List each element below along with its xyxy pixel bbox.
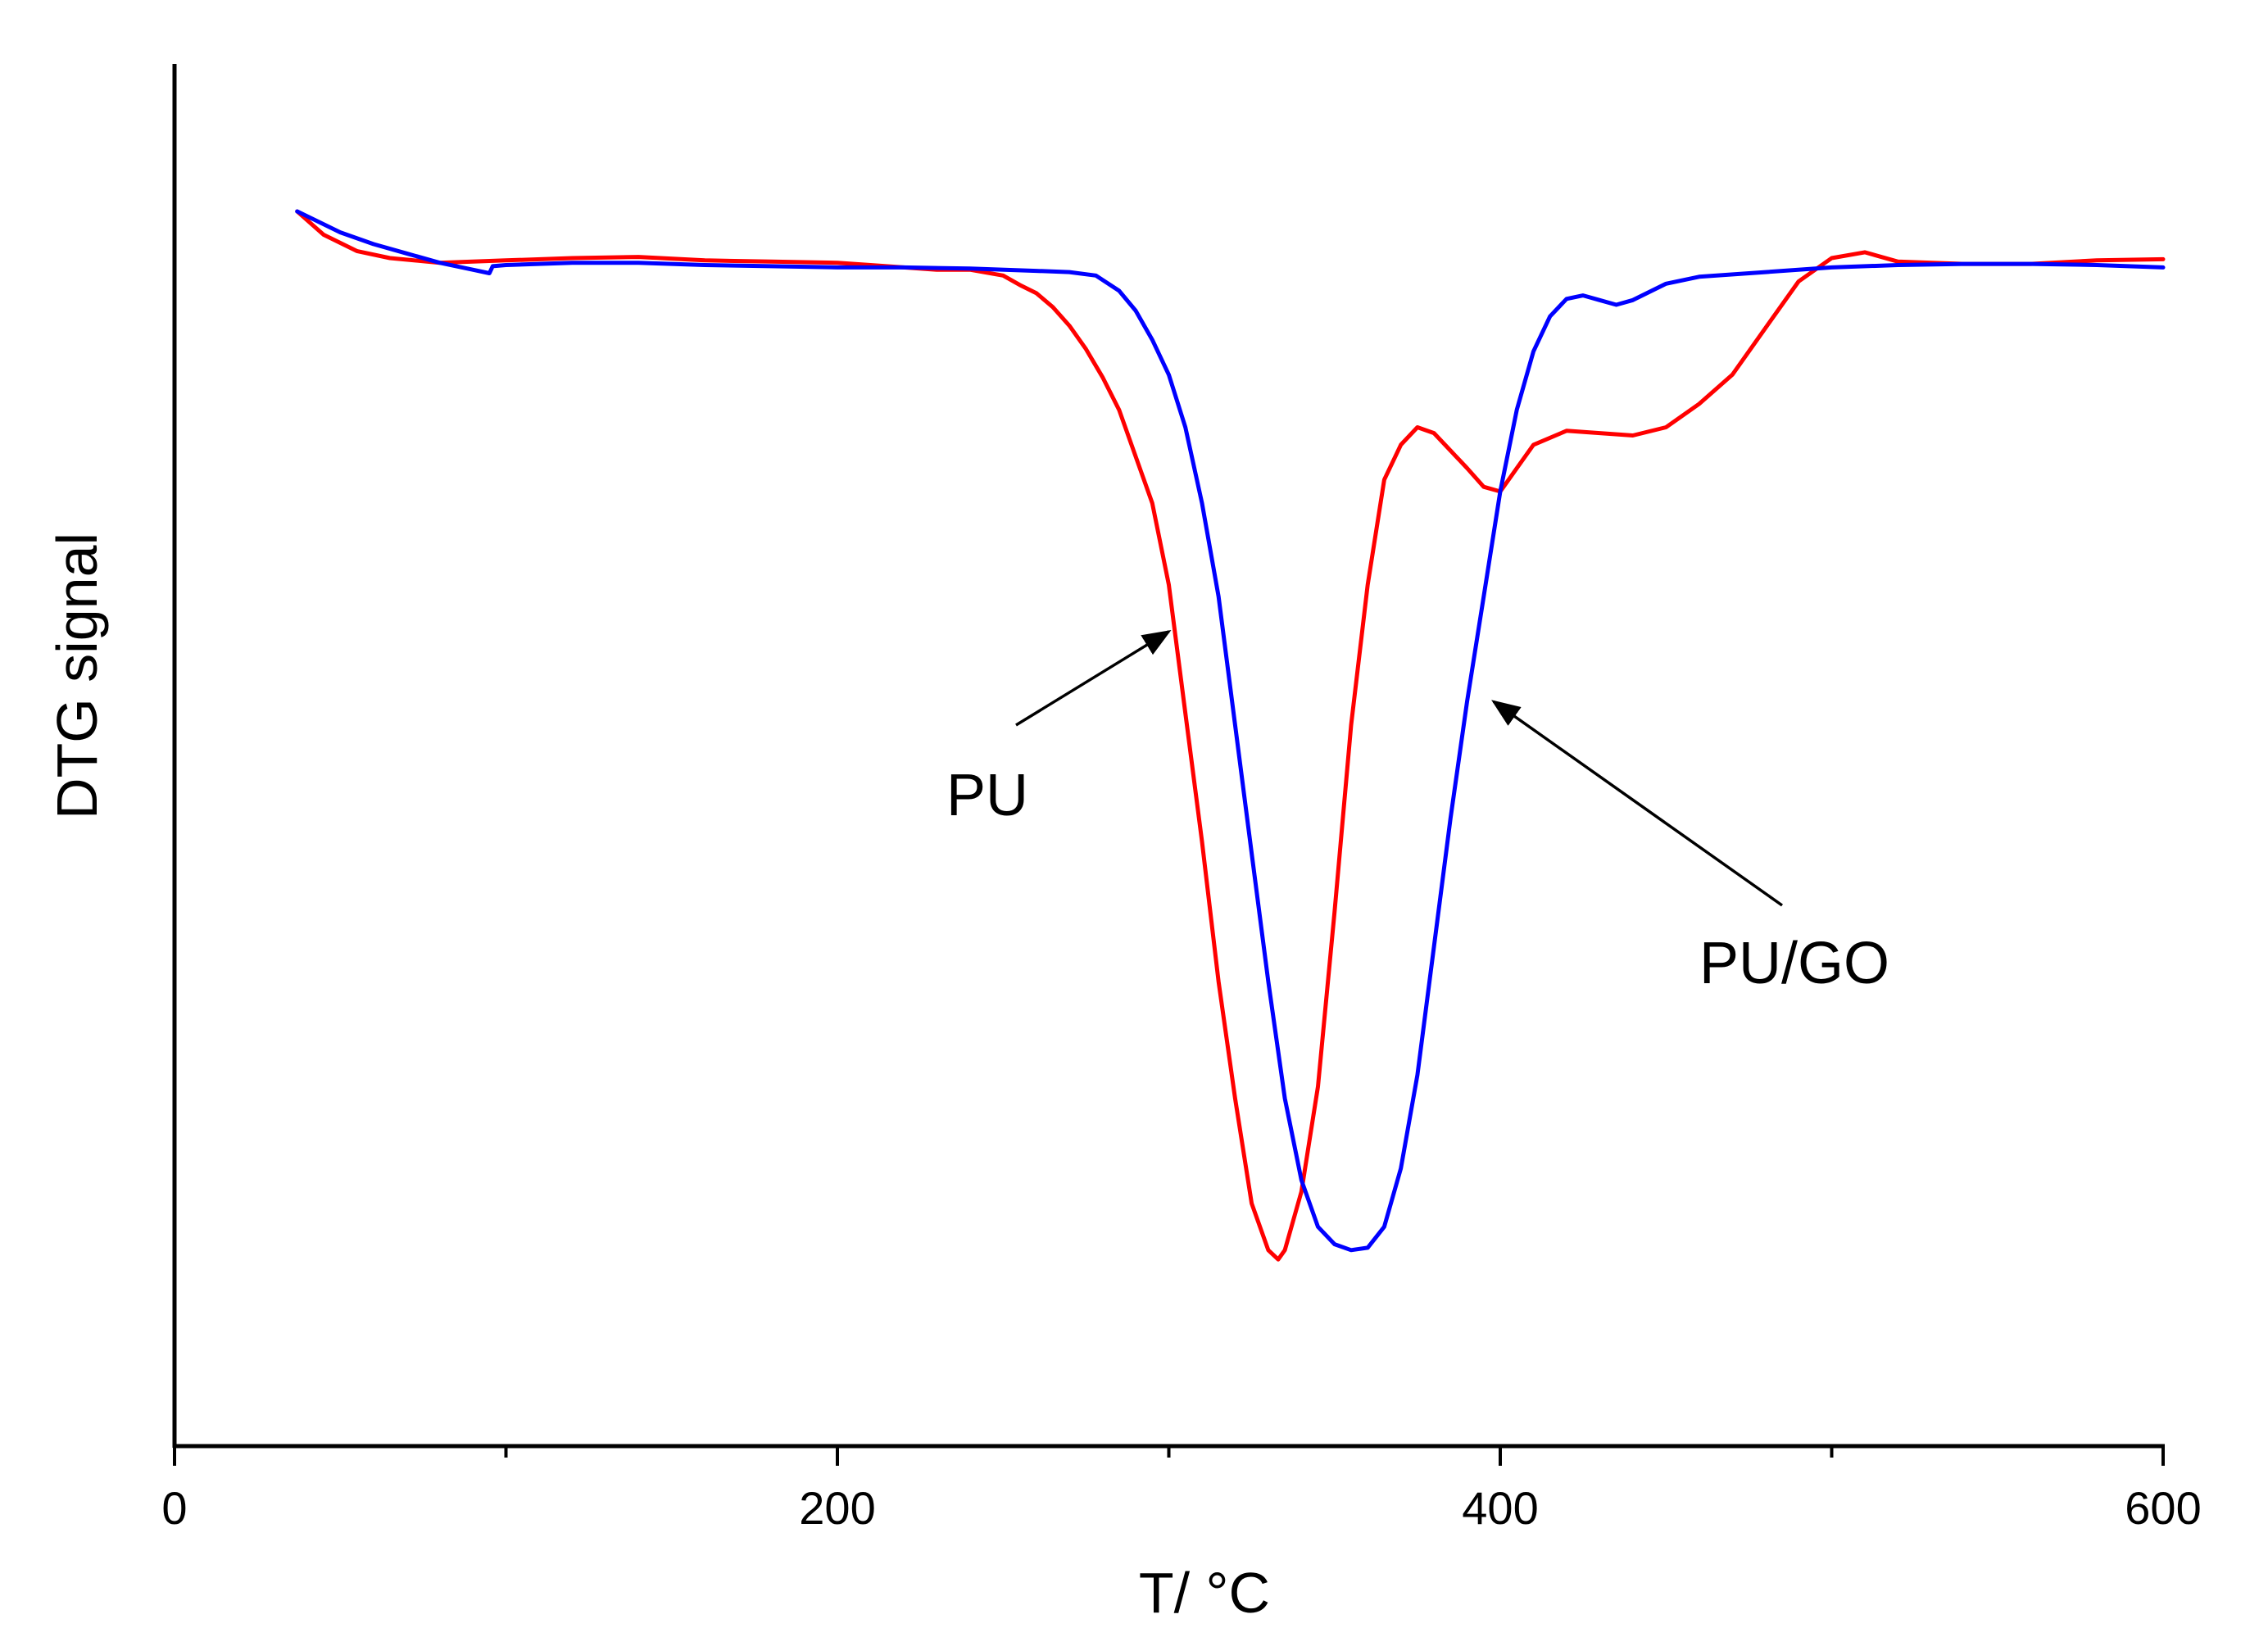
x-tick-label: 600	[2125, 1482, 2201, 1534]
axes: 0 200 400 600	[161, 64, 2202, 1534]
annotation-layer: PU PU/GO	[946, 629, 1889, 996]
x-tick-label: 200	[799, 1482, 875, 1534]
annotation-arrow	[1491, 700, 1784, 907]
series-line-pu	[295, 209, 2166, 1262]
series-line-pu-go	[295, 209, 2166, 1253]
series-layer	[295, 209, 2166, 1262]
x-tick-label: 400	[1462, 1482, 1538, 1534]
annotation-label-pu: PU	[946, 763, 1028, 828]
x-axis-title: T/ °C	[1139, 1561, 1270, 1625]
annotation-arrow	[1015, 629, 1172, 727]
y-axis-title: DTG signal	[45, 533, 109, 819]
x-tick-label: 0	[161, 1482, 187, 1534]
annotation-label-pu-go: PU/GO	[1699, 931, 1889, 996]
